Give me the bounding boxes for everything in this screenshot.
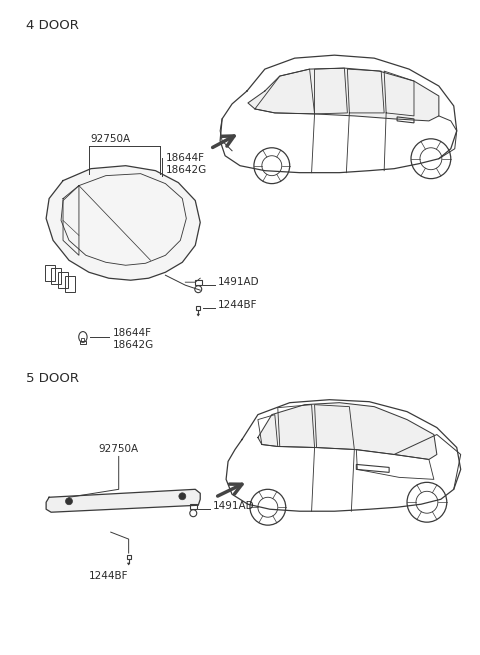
- Text: 4 DOOR: 4 DOOR: [26, 19, 79, 32]
- Polygon shape: [197, 314, 199, 316]
- Polygon shape: [46, 166, 200, 280]
- Polygon shape: [248, 68, 439, 121]
- Circle shape: [65, 498, 72, 505]
- Text: 5 DOOR: 5 DOOR: [26, 372, 79, 384]
- Text: 1491AD: 1491AD: [213, 501, 255, 512]
- Text: 1244BF: 1244BF: [89, 571, 129, 581]
- Text: 18644F
18642G: 18644F 18642G: [113, 328, 154, 350]
- Polygon shape: [128, 563, 130, 565]
- Text: 1244BF: 1244BF: [218, 300, 258, 310]
- Text: 92750A: 92750A: [99, 445, 139, 455]
- Text: 1491AD: 1491AD: [218, 277, 260, 287]
- Text: 92750A: 92750A: [91, 134, 131, 144]
- Polygon shape: [258, 403, 437, 459]
- Text: 18644F
18642G: 18644F 18642G: [166, 153, 207, 175]
- Polygon shape: [46, 489, 200, 512]
- Circle shape: [179, 493, 186, 500]
